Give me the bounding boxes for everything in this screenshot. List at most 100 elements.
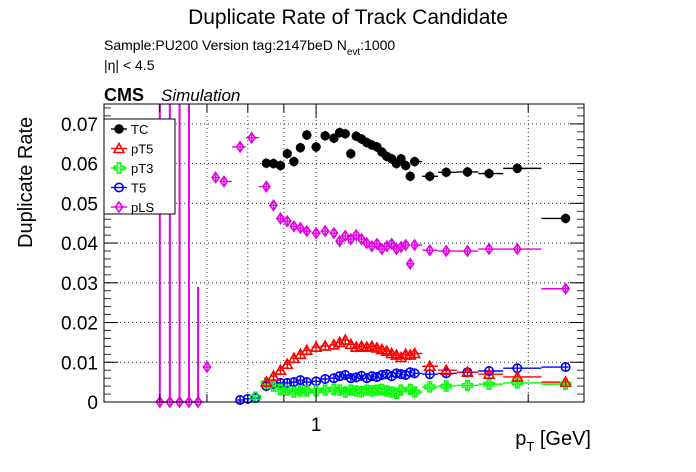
data-point-pT3	[483, 378, 495, 390]
data-point-T5	[396, 369, 407, 380]
data-point-pLS	[372, 237, 382, 251]
data-point-pT3	[559, 378, 572, 390]
legend-marker-T5	[114, 182, 125, 193]
data-point-pT3	[350, 385, 362, 397]
data-point-T5	[356, 370, 367, 381]
data-point-pLS	[282, 214, 292, 228]
data-point-pT3	[274, 383, 287, 395]
data-point-pT3	[301, 385, 313, 397]
x-tick-label: 1	[311, 415, 322, 436]
data-point-pT3	[355, 385, 368, 398]
data-point-pLS	[202, 360, 212, 374]
plot-frame	[103, 103, 585, 403]
y-tick-label: 0	[87, 393, 98, 414]
data-point-pLS	[175, 395, 185, 409]
data-point-pT3	[461, 379, 474, 392]
data-point-pT3	[371, 384, 383, 396]
data-point-T5	[295, 375, 306, 386]
legend-label-pLS: pLS	[131, 200, 154, 215]
data-point-T5	[288, 377, 299, 388]
data-point-pT5	[338, 333, 352, 345]
data-point-pLS	[441, 244, 451, 258]
data-point-T5	[345, 373, 356, 384]
data-point-TC	[512, 163, 523, 174]
data-point-T5	[282, 377, 293, 388]
data-point-T5	[405, 367, 416, 378]
data-point-pLS	[247, 131, 257, 145]
data-point-pT5	[274, 363, 287, 376]
data-point-TC	[425, 171, 435, 182]
data-point-pT5	[267, 369, 280, 381]
data-point-pT5	[394, 350, 408, 363]
data-point-pLS	[340, 229, 350, 243]
legend-label-pT3: pT3	[131, 161, 153, 176]
legend-label-T5: T5	[131, 181, 146, 196]
data-point-pLS	[335, 234, 345, 248]
legend-marker-pT5	[112, 141, 126, 154]
data-point-pT5	[461, 365, 474, 378]
data-point-TC	[405, 171, 415, 182]
data-point-pLS	[184, 395, 194, 409]
data-point-pLS	[410, 238, 420, 252]
x-axis-label-unit: [GeV]	[534, 428, 591, 450]
data-point-T5	[409, 368, 420, 379]
y-tick-label: 0.06	[61, 155, 98, 176]
data-point-pT5	[510, 370, 524, 382]
chart-subtitle-eta: |η| < 4.5	[104, 57, 155, 73]
data-point-pT5	[380, 344, 394, 356]
data-point-T5	[371, 371, 382, 382]
data-point-pT3	[385, 386, 398, 398]
data-point-pLS	[320, 224, 330, 238]
data-point-T5	[361, 373, 372, 384]
data-point-pT5	[482, 367, 496, 379]
data-point-T5	[560, 362, 571, 373]
y-tick-label: 0.01	[61, 353, 98, 374]
y-axis-label: Duplicate Rate	[15, 117, 37, 248]
cms-label: CMS	[104, 85, 144, 105]
data-point-TC	[396, 154, 406, 164]
data-point-pT3	[345, 384, 357, 396]
data-point-TC	[462, 167, 473, 177]
data-point-pT3	[440, 380, 452, 392]
error-bars	[156, 104, 569, 407]
data-point-T5	[328, 373, 339, 384]
legend-marker-pLS	[114, 200, 124, 214]
data-point-pLS	[351, 228, 361, 242]
data-point-pLS	[512, 242, 522, 256]
data-point-pT5	[559, 375, 572, 387]
data-point-T5	[381, 369, 392, 380]
data-point-pT3	[319, 384, 331, 396]
data-point-pT5	[318, 339, 332, 351]
data-point-pLS	[269, 198, 278, 212]
subtitle-nevt-sub: evt	[347, 47, 361, 58]
data-point-pLS	[211, 171, 221, 184]
data-point-pLS	[289, 219, 299, 233]
data-point-pT3	[424, 381, 436, 393]
data-point-T5	[351, 372, 362, 383]
subtitle-nevt-val: :1000	[360, 37, 395, 53]
data-point-pLS	[295, 221, 305, 235]
data-point-TC	[289, 156, 299, 167]
data-point-TC	[275, 160, 286, 171]
data-point-TC	[340, 129, 350, 139]
y-tick-label: 0.03	[61, 274, 98, 295]
data-point-pLS	[484, 242, 494, 256]
data-point-pT3	[381, 385, 393, 397]
data-point-pLS	[261, 180, 271, 194]
data-point-TC	[311, 142, 321, 152]
data-point-TC	[400, 160, 411, 171]
data-point-TC	[282, 148, 292, 159]
y-tick-label: 0.02	[61, 314, 98, 335]
chart-title: Duplicate Rate of Track Candidate	[188, 6, 508, 29]
data-point-pT5	[439, 363, 453, 376]
data-point-pT3	[310, 385, 322, 397]
y-tick-label: 0.04	[61, 234, 98, 255]
data-point-pLS	[193, 395, 203, 409]
data-point-T5	[340, 369, 351, 380]
data-point-T5	[334, 371, 345, 382]
data-point-pT5	[300, 343, 314, 356]
data-point-pLS	[401, 238, 411, 252]
data-point-pLS	[405, 257, 415, 271]
data-point-pLS	[219, 175, 229, 188]
